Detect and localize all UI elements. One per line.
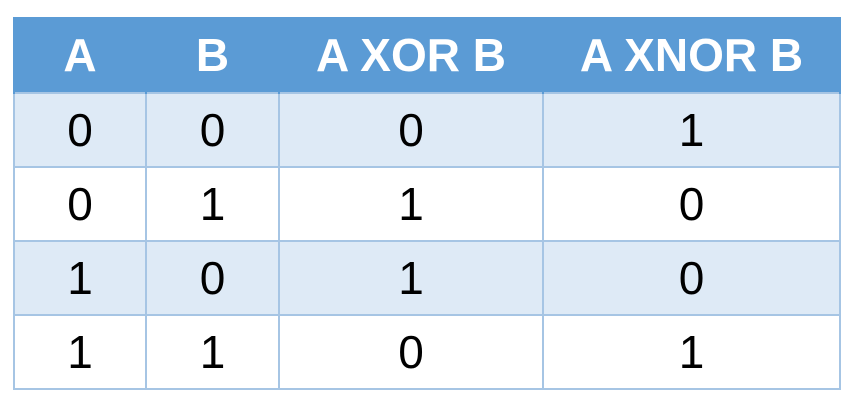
header-a-xor-b: A XOR B	[278, 17, 544, 93]
header-row: A B A XOR B A XNOR B	[13, 17, 841, 93]
cell-xor: 0	[278, 92, 544, 168]
cell-xor: 1	[278, 166, 544, 242]
cell-xor: 0	[278, 314, 544, 390]
table-row: 1 1 0 1	[13, 314, 841, 390]
cell-xnor: 1	[542, 314, 841, 390]
cell-b: 1	[145, 166, 280, 242]
cell-b: 0	[145, 240, 280, 316]
table-row: 1 0 1 0	[13, 240, 841, 316]
cell-a: 0	[13, 166, 147, 242]
truth-table-container: A B A XOR B A XNOR B 0 0 0 1 0 1 1 0 1 0	[13, 17, 841, 390]
cell-xnor: 0	[542, 166, 841, 242]
cell-b: 1	[145, 314, 280, 390]
header-b: B	[145, 17, 280, 93]
cell-b: 0	[145, 92, 280, 168]
header-a-xnor-b: A XNOR B	[542, 17, 841, 93]
truth-table: A B A XOR B A XNOR B 0 0 0 1 0 1 1 0 1 0	[13, 17, 841, 390]
table-row: 0 0 0 1	[13, 92, 841, 168]
cell-xnor: 0	[542, 240, 841, 316]
cell-xor: 1	[278, 240, 544, 316]
header-a: A	[13, 17, 147, 93]
cell-a: 1	[13, 314, 147, 390]
cell-a: 0	[13, 92, 147, 168]
table-row: 0 1 1 0	[13, 166, 841, 242]
cell-a: 1	[13, 240, 147, 316]
cell-xnor: 1	[542, 92, 841, 168]
